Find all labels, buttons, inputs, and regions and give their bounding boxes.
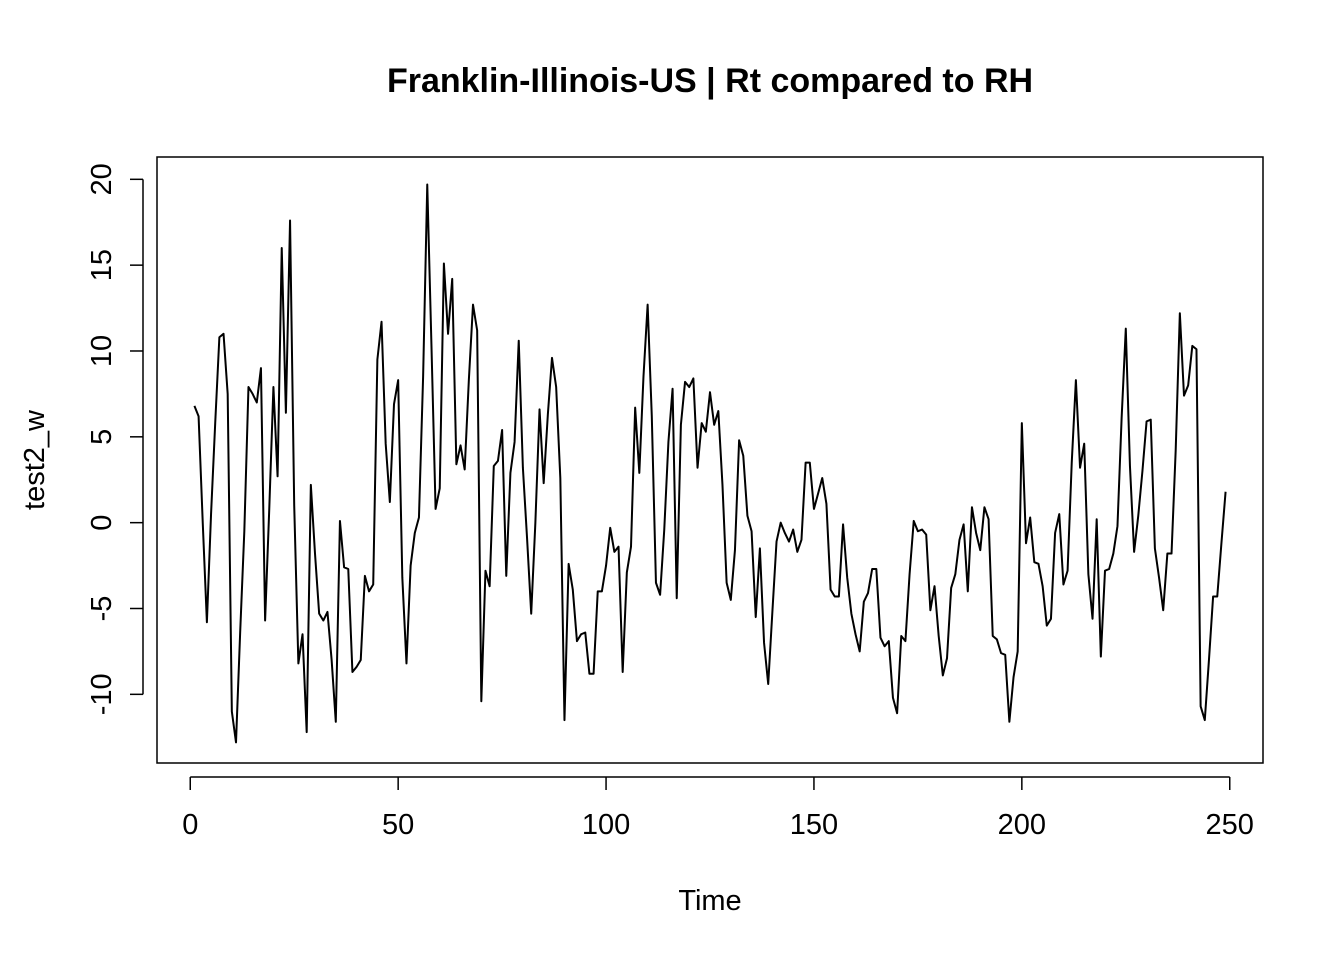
x-tick-label: 150 bbox=[790, 809, 838, 841]
y-tick-label: 10 bbox=[86, 335, 118, 367]
y-tick-label: 15 bbox=[86, 249, 118, 281]
y-axis-label: test2_w bbox=[19, 409, 51, 510]
x-tick-label: 100 bbox=[582, 809, 630, 841]
x-tick-label: 250 bbox=[1206, 809, 1254, 841]
x-tick-label: 50 bbox=[382, 809, 414, 841]
series-group bbox=[193, 183, 1227, 744]
y-tick-label: 5 bbox=[86, 429, 118, 445]
y-tick-label: 0 bbox=[86, 515, 118, 531]
x-axis-label: Time bbox=[678, 885, 741, 917]
x-tick-label: 200 bbox=[998, 809, 1046, 841]
x-axis: 0 50 100 150 200 250 bbox=[182, 776, 1254, 841]
series-line-1 bbox=[193, 183, 1227, 744]
x-tick-label: 0 bbox=[182, 809, 198, 841]
y-tick-label: 20 bbox=[86, 163, 118, 195]
y-tick-label: -10 bbox=[86, 673, 118, 715]
y-axis: -10 -5 0 5 10 15 20 bbox=[86, 163, 144, 715]
chart-title: Franklin-Illinois-US | Rt compared to RH bbox=[387, 62, 1033, 100]
plot-frame bbox=[156, 156, 1264, 764]
y-tick-label: -5 bbox=[86, 596, 118, 622]
